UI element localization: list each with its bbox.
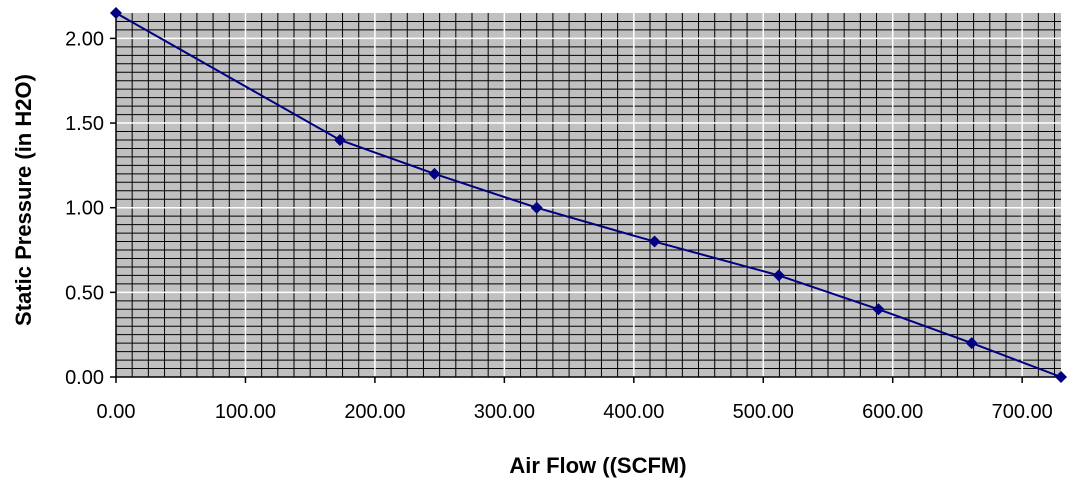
y-tick-label: 1.50: [65, 113, 104, 135]
x-tick-label: 300.00: [474, 401, 535, 423]
x-tick-label: 0.00: [97, 401, 136, 423]
plot-area: [116, 13, 1061, 377]
y-tick-label: 1.00: [65, 198, 104, 220]
data-point-marker: [530, 201, 543, 214]
y-axis-title: Static Pressure (in H2O): [11, 74, 36, 326]
x-tick-label: 100.00: [215, 401, 276, 423]
data-point-marker: [872, 303, 885, 316]
x-axis-title: Air Flow ((SCFM): [509, 453, 686, 478]
data-point-marker: [110, 7, 122, 19]
data-point-marker: [428, 167, 441, 180]
data-point-marker: [1055, 371, 1067, 383]
data-point-marker: [965, 337, 978, 350]
data-point-marker: [333, 133, 346, 146]
x-tick-label: 200.00: [344, 401, 405, 423]
x-tick-label: 400.00: [603, 401, 664, 423]
y-tick-label: 0.00: [65, 367, 104, 389]
x-tick-label: 600.00: [862, 401, 923, 423]
data-point-marker: [648, 235, 661, 248]
y-tick-label: 0.50: [65, 282, 104, 304]
x-tick-label: 700.00: [992, 401, 1053, 423]
x-tick-label: 500.00: [733, 401, 794, 423]
data-point-marker: [772, 269, 785, 282]
y-tick-label: 2.00: [65, 28, 104, 50]
